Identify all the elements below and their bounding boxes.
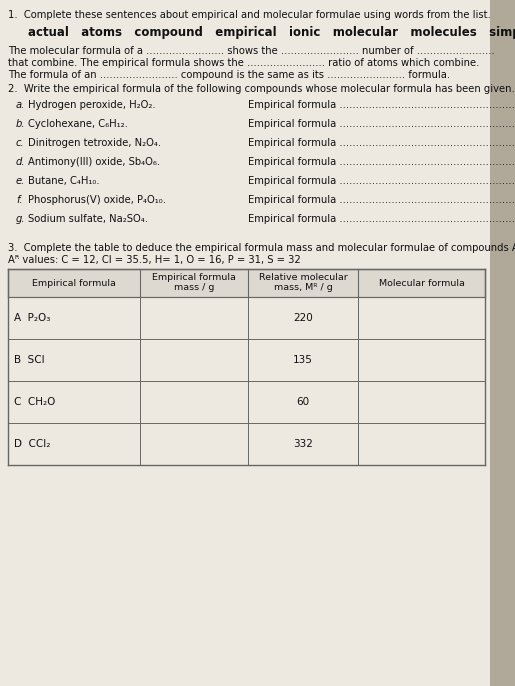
Text: Empirical formula ......................................................: Empirical formula ......................… (248, 176, 515, 186)
Text: 3.  Complete the table to deduce the empirical formula mass and molecular formul: 3. Complete the table to deduce the empi… (8, 243, 515, 253)
Text: mass / g: mass / g (174, 283, 214, 292)
Text: Empirical formula ......................................................: Empirical formula ......................… (248, 157, 515, 167)
Bar (8, 297, 485, 339)
Text: f.: f. (16, 195, 23, 205)
Text: 332: 332 (293, 439, 313, 449)
Bar (8, 339, 485, 381)
Text: d.: d. (16, 157, 26, 167)
Text: that combine. The empirical formula shows the ........................ ratio of : that combine. The empirical formula show… (8, 58, 479, 68)
Text: The formula of an ........................ compound is the same as its .........: The formula of an ......................… (8, 70, 450, 80)
Text: 1.  Complete these sentences about empirical and molecular formulae using words : 1. Complete these sentences about empiri… (8, 10, 491, 20)
Text: g.: g. (16, 214, 26, 224)
Text: c.: c. (16, 138, 25, 148)
Text: a.: a. (16, 100, 25, 110)
Text: 135: 135 (293, 355, 313, 365)
Text: mass, Mᴿ / g: mass, Mᴿ / g (273, 283, 332, 292)
Text: b.: b. (16, 119, 26, 129)
Text: Relative molecular: Relative molecular (259, 274, 348, 283)
Text: Empirical formula ......................................................: Empirical formula ......................… (248, 195, 515, 205)
Text: B  SCl: B SCl (14, 355, 45, 365)
Bar (8, 423, 485, 465)
Bar (8, 269, 485, 297)
Text: 2.  Write the empirical formula of the following compounds whose molecular formu: 2. Write the empirical formula of the fo… (8, 84, 515, 94)
Bar (490, 0, 515, 686)
Text: D  CCl₂: D CCl₂ (14, 439, 50, 449)
Bar (8, 381, 485, 423)
Text: Hydrogen peroxide, H₂O₂.: Hydrogen peroxide, H₂O₂. (28, 100, 156, 110)
Text: e.: e. (16, 176, 25, 186)
Text: Cyclohexane, C₆H₁₂.: Cyclohexane, C₆H₁₂. (28, 119, 128, 129)
Text: Phosphorus(V) oxide, P₄O₁₀.: Phosphorus(V) oxide, P₄O₁₀. (28, 195, 166, 205)
Text: 60: 60 (297, 397, 310, 407)
Text: A  P₂O₃: A P₂O₃ (14, 313, 50, 323)
Text: Empirical formula: Empirical formula (152, 274, 236, 283)
Text: 220: 220 (293, 313, 313, 323)
Text: Empirical formula ......................................................: Empirical formula ......................… (248, 138, 515, 148)
Text: Empirical formula ......................................................: Empirical formula ......................… (248, 214, 515, 224)
Text: Dinitrogen tetroxide, N₂O₄.: Dinitrogen tetroxide, N₂O₄. (28, 138, 161, 148)
Text: Empirical formula ......................................................: Empirical formula ......................… (248, 100, 515, 110)
Text: C  CH₂O: C CH₂O (14, 397, 56, 407)
Text: Butane, C₄H₁₀.: Butane, C₄H₁₀. (28, 176, 99, 186)
Text: Sodium sulfate, Na₂SO₄.: Sodium sulfate, Na₂SO₄. (28, 214, 148, 224)
Text: Empirical formula ......................................................: Empirical formula ......................… (248, 119, 515, 129)
Text: Molecular formula: Molecular formula (379, 279, 465, 287)
Text: The molecular formula of a ........................ shows the ..................: The molecular formula of a .............… (8, 46, 495, 56)
Text: Aᴿ values: C = 12, Cl = 35.5, H= 1, O = 16, P = 31, S = 32: Aᴿ values: C = 12, Cl = 35.5, H= 1, O = … (8, 255, 301, 265)
Text: Antimony(III) oxide, Sb₄O₆.: Antimony(III) oxide, Sb₄O₆. (28, 157, 160, 167)
Text: Empirical formula: Empirical formula (32, 279, 116, 287)
Text: actual   atoms   compound   empirical   ionic   molecular   molecules   simplest: actual atoms compound empirical ionic mo… (28, 26, 515, 39)
